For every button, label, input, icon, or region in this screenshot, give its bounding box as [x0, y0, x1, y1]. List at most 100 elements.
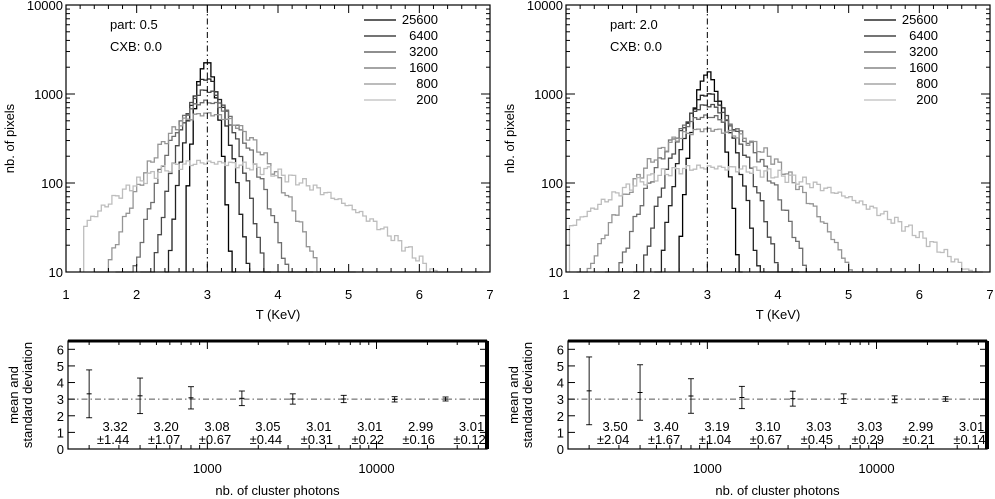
legend-label: 800	[916, 76, 938, 91]
mean-value-label: 3.20	[153, 419, 178, 434]
x-tick-label: 6	[416, 287, 423, 302]
x-tick-label: 2	[633, 287, 640, 302]
std-value-label: ±2.04	[597, 432, 629, 447]
y-tick-label: 0	[557, 442, 564, 457]
mean-value-label: 3.03	[806, 419, 831, 434]
y-tick-label: 1	[57, 425, 64, 440]
y-tick-label: 100	[41, 176, 63, 191]
y-axis-label: standard deviation	[520, 342, 535, 448]
y-tick-label: 0	[57, 442, 64, 457]
histogram-series-25600	[185, 62, 236, 273]
y-axis-label: nb. of pixels	[2, 103, 17, 173]
mean-value-label: 2.99	[908, 419, 933, 434]
x-tick-label: 1000	[193, 461, 222, 476]
x-tick-label: 10000	[858, 461, 894, 476]
std-value-label: ±0.29	[852, 432, 884, 447]
y-tick-label: 6	[57, 342, 64, 357]
y-tick-label: 1	[557, 425, 564, 440]
y-tick-label: 3	[557, 392, 564, 407]
std-value-label: ±0.45	[801, 432, 833, 447]
y-tick-label: 6	[557, 342, 564, 357]
y-tick-label: 10000	[27, 0, 63, 13]
y-tick-label: 4	[57, 376, 64, 391]
legend-label: 3200	[909, 44, 938, 59]
x-tick-label: 6	[916, 287, 923, 302]
y-axis-label: mean and	[6, 366, 21, 424]
legend-label: 200	[916, 92, 938, 107]
histogram-series-6400	[164, 78, 271, 273]
std-value-label: ±0.67	[199, 432, 231, 447]
legend-label: 200	[416, 92, 438, 107]
x-tick-label: 1000	[693, 461, 722, 476]
legend-label: 6400	[909, 28, 938, 43]
std-value-label: ±1.04	[699, 432, 731, 447]
y-tick-label: 5	[557, 359, 564, 374]
x-tick-label: 3	[204, 287, 211, 302]
legend-label: 1600	[409, 60, 438, 75]
mean-std-panel-2: 3.50±2.04 3.40±1.67 3.19±1.04 3.10±0.67 3.03…	[506, 339, 989, 498]
x-tick-label: 2	[133, 287, 140, 302]
x-tick-label: 5	[845, 287, 852, 302]
x-tick-label: 10000	[358, 461, 394, 476]
mean-value-label: 3.50	[602, 419, 627, 434]
mean-value-label: 2.99	[408, 419, 433, 434]
y-tick-label: 5	[57, 359, 64, 374]
histogram-series-1600	[604, 114, 906, 273]
legend-label: 1600	[909, 60, 938, 75]
x-tick-label: 7	[986, 287, 993, 302]
mean-value-label: 3.01	[357, 419, 382, 434]
x-tick-label: 1	[562, 287, 569, 302]
mean-value-label: 3.05	[255, 419, 280, 434]
histogram-series-6400	[654, 93, 800, 273]
legend-label: 25600	[402, 12, 438, 27]
x-axis-label: T (KeV)	[756, 307, 801, 322]
std-value-label: ±0.16	[402, 432, 434, 447]
x-tick-label: 4	[274, 287, 281, 302]
x-axis-label: T (KeV)	[256, 307, 301, 322]
std-value-label: ±1.44	[97, 432, 129, 447]
std-value-label: ±0.12	[453, 432, 485, 447]
y-tick-label: 4	[557, 376, 564, 391]
panel-annotation: CXB: 0.0	[110, 39, 162, 54]
x-tick-label: 3	[704, 287, 711, 302]
mean-value-label: 3.01	[959, 419, 984, 434]
std-value-label: ±0.22	[352, 432, 384, 447]
mean-value-label: 3.01	[306, 419, 331, 434]
legend-label: 25600	[902, 12, 938, 27]
y-tick-label: 1000	[34, 87, 63, 102]
spectrum-panel-2: 1 2 3 4 5 6 7 10 100 1000 10000 T (KeV) nb. of pixel…	[502, 0, 994, 322]
x-axis-label: nb. of cluster photons	[715, 483, 840, 498]
std-value-label: ±0.67	[750, 432, 782, 447]
std-value-label: ±1.67	[648, 432, 680, 447]
x-axis-label: nb. of cluster photons	[215, 483, 340, 498]
panel-annotation: part: 0.5	[110, 17, 158, 32]
legend-label: 3200	[409, 44, 438, 59]
histogram-series-25600	[678, 71, 743, 273]
y-tick-label: 1000	[534, 87, 563, 102]
mean-value-label: 3.03	[857, 419, 882, 434]
std-value-label: ±0.44	[250, 432, 282, 447]
mean-value-label: 3.10	[755, 419, 780, 434]
panel-annotation: part: 2.0	[610, 17, 658, 32]
y-tick-label: 10000	[527, 0, 563, 13]
histogram-series-3200	[140, 89, 314, 273]
legend-label: 800	[416, 76, 438, 91]
x-tick-label: 7	[486, 287, 493, 302]
y-tick-label: 2	[57, 409, 64, 424]
x-tick-label: 5	[345, 287, 352, 302]
histogram-series-200	[568, 164, 983, 273]
legend-label: 6400	[409, 28, 438, 43]
y-tick-label: 10	[549, 265, 563, 280]
y-axis-label: nb. of pixels	[502, 103, 517, 173]
x-tick-label: 4	[774, 287, 781, 302]
std-value-label: ±1.07	[148, 432, 180, 447]
std-value-label: ±0.21	[902, 432, 934, 447]
y-axis-label: standard deviation	[20, 342, 35, 448]
mean-value-label: 3.40	[653, 419, 678, 434]
mean-value-label: 3.19	[704, 419, 729, 434]
y-tick-label: 2	[557, 409, 564, 424]
y-tick-label: 100	[541, 176, 563, 191]
mean-value-label: 3.08	[204, 419, 229, 434]
mean-std-panel-1: 3.32±1.44 3.20±1.07 3.08±0.67 3.05±0.44 3.01…	[6, 339, 489, 498]
